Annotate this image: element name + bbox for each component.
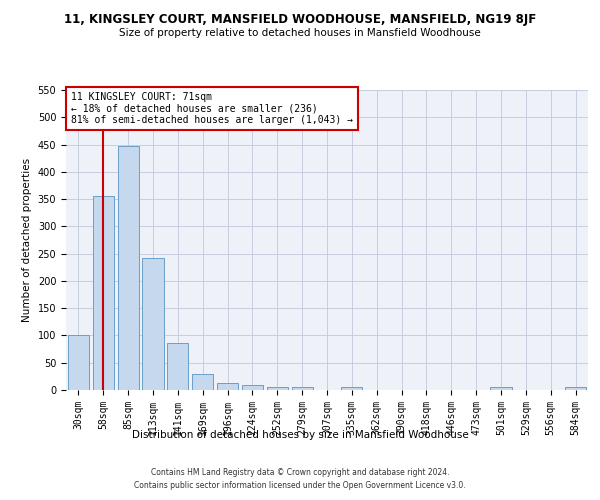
Bar	[565, 388, 586, 390]
Bar	[341, 388, 362, 390]
Text: Size of property relative to detached houses in Mansfield Woodhouse: Size of property relative to detached ho…	[119, 28, 481, 38]
Bar	[167, 342, 188, 390]
Bar	[68, 336, 89, 390]
Text: 11 KINGSLEY COURT: 71sqm
← 18% of detached houses are smaller (236)
81% of semi-: 11 KINGSLEY COURT: 71sqm ← 18% of detach…	[71, 92, 353, 124]
Bar	[217, 383, 238, 390]
Text: Contains HM Land Registry data © Crown copyright and database right 2024.: Contains HM Land Registry data © Crown c…	[151, 468, 449, 477]
Bar	[242, 385, 263, 390]
Text: Distribution of detached houses by size in Mansfield Woodhouse: Distribution of detached houses by size …	[131, 430, 469, 440]
Bar	[118, 146, 139, 390]
Bar	[267, 388, 288, 390]
Bar	[93, 196, 114, 390]
Text: Contains public sector information licensed under the Open Government Licence v3: Contains public sector information licen…	[134, 482, 466, 490]
Bar	[142, 258, 164, 390]
Bar	[192, 374, 213, 390]
Y-axis label: Number of detached properties: Number of detached properties	[22, 158, 32, 322]
Text: 11, KINGSLEY COURT, MANSFIELD WOODHOUSE, MANSFIELD, NG19 8JF: 11, KINGSLEY COURT, MANSFIELD WOODHOUSE,…	[64, 12, 536, 26]
Bar	[490, 388, 512, 390]
Bar	[292, 388, 313, 390]
